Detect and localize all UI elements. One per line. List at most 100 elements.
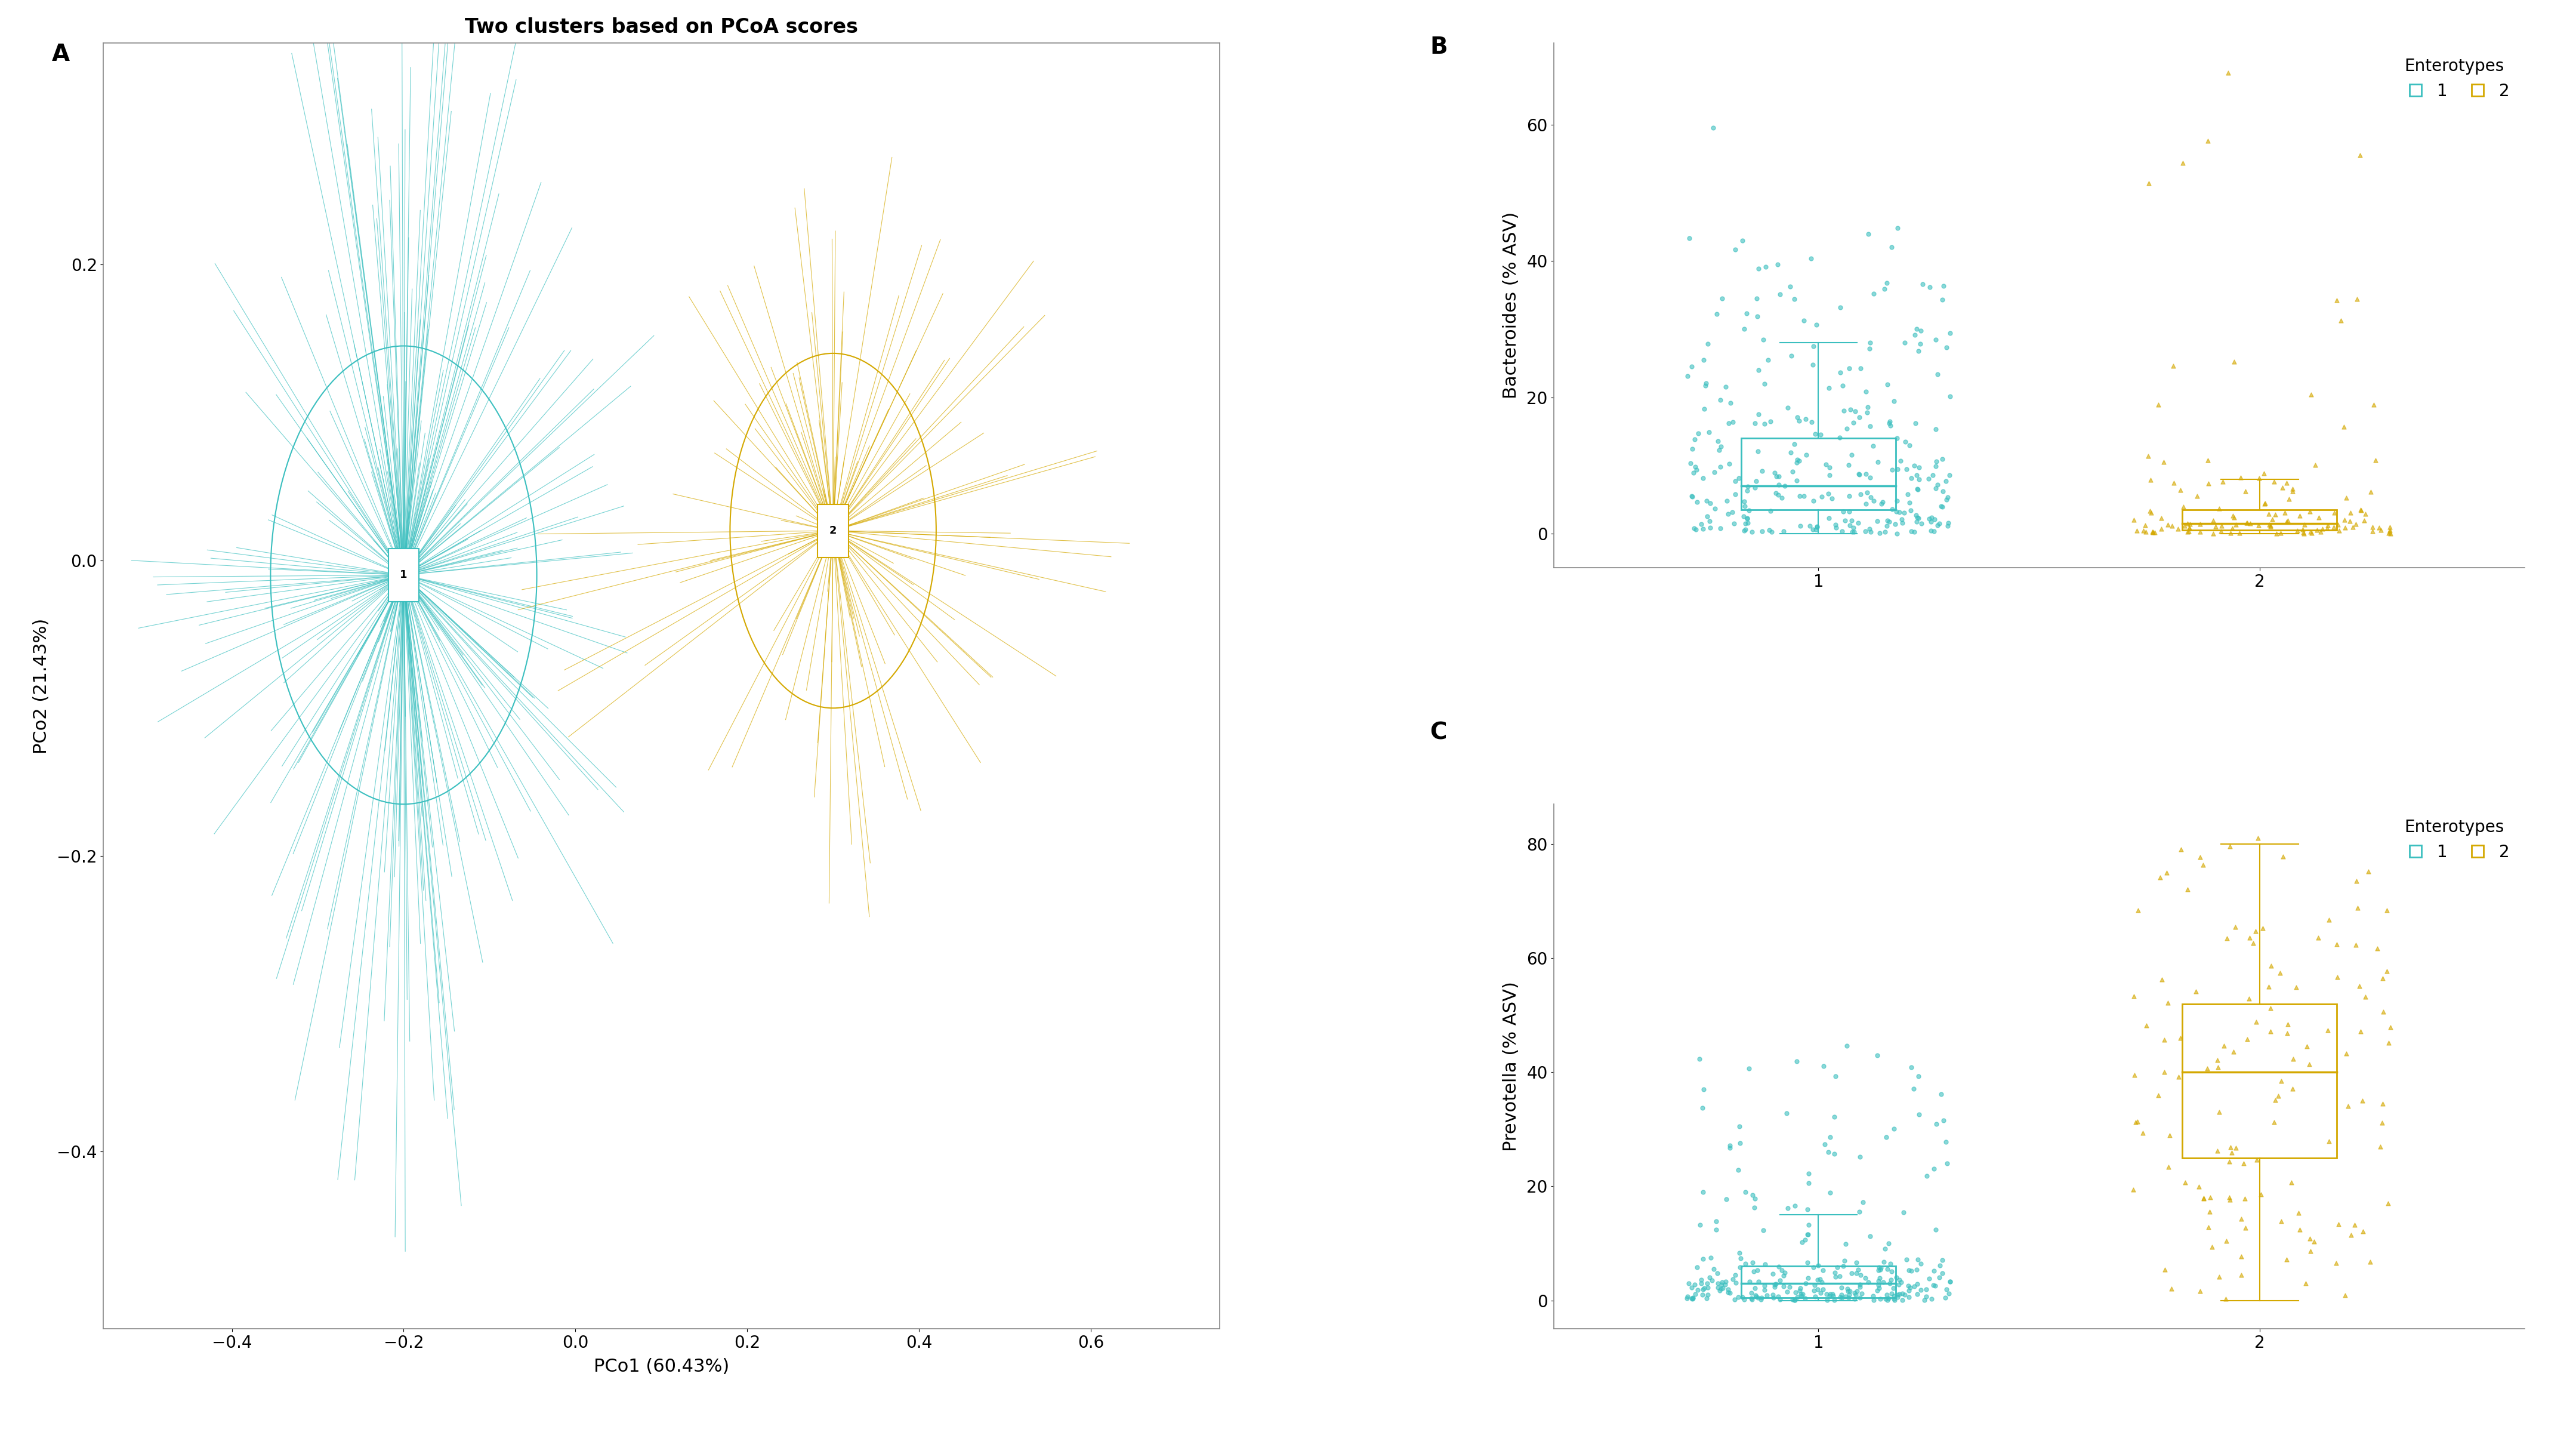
Point <box>1801 423 1842 446</box>
Point <box>1857 1273 1899 1296</box>
Point <box>1677 1279 1718 1302</box>
Point <box>1862 1270 1904 1293</box>
Point <box>1865 1238 1906 1260</box>
Point <box>2290 522 2331 544</box>
Point <box>1682 1248 1723 1270</box>
Point <box>1842 1190 1883 1213</box>
Point <box>2254 503 2295 526</box>
Point <box>1829 500 1870 523</box>
Point <box>2329 510 2370 533</box>
Point <box>2151 514 2192 537</box>
Point <box>1852 434 1893 457</box>
Point <box>1839 1286 1880 1309</box>
Point <box>1777 406 1819 429</box>
Point <box>1899 1065 1940 1087</box>
Point <box>2367 522 2409 544</box>
Point <box>2367 959 2409 982</box>
Point <box>2349 1250 2391 1273</box>
Point <box>1870 414 1911 437</box>
Point <box>1777 1286 1819 1309</box>
Point <box>2166 879 2208 902</box>
Point <box>1896 510 1937 533</box>
Point <box>2130 502 2172 524</box>
Point <box>2213 1040 2254 1063</box>
Point <box>1795 423 1837 446</box>
Point <box>2179 520 2221 543</box>
Point <box>2200 1100 2241 1123</box>
Point <box>1891 1056 1932 1079</box>
Point <box>1857 1276 1899 1299</box>
Point <box>1922 480 1963 503</box>
Point <box>1857 1256 1899 1279</box>
Point <box>1731 1183 1772 1206</box>
Point <box>2169 520 2210 543</box>
Point <box>1814 1260 1855 1283</box>
Point <box>2223 1187 2264 1210</box>
Point <box>1834 516 1875 539</box>
Point <box>1886 430 1927 453</box>
Point <box>1899 456 1940 479</box>
Point <box>1726 519 1767 542</box>
Point <box>1837 1250 1878 1273</box>
Point <box>1873 1117 1914 1140</box>
Point <box>1896 504 1937 527</box>
Point <box>2267 472 2308 494</box>
Point <box>1844 520 1886 543</box>
Point <box>1747 1283 1788 1306</box>
Point <box>1682 467 1723 490</box>
Point <box>1901 319 1942 342</box>
Point <box>1816 1065 1857 1087</box>
Bar <box>1741 1266 1896 1298</box>
Point <box>1775 1289 1816 1312</box>
Point <box>1793 490 1834 513</box>
Point <box>1816 516 1857 539</box>
Point <box>1772 460 1814 483</box>
Point <box>2151 1278 2192 1300</box>
Point <box>1674 517 1716 540</box>
Point <box>2236 1010 2277 1033</box>
Point <box>1757 1255 1798 1278</box>
Point <box>2210 1136 2251 1159</box>
Point <box>1721 1132 1762 1155</box>
Point <box>1899 467 1940 490</box>
Point <box>2187 1057 2228 1080</box>
Point <box>1692 1258 1734 1280</box>
Point <box>1873 499 1914 522</box>
Point <box>1752 1286 1793 1309</box>
Point <box>1710 392 1752 414</box>
Point <box>1672 484 1713 507</box>
Point <box>1832 412 1873 434</box>
Point <box>2272 1170 2313 1193</box>
Point <box>1852 283 1893 306</box>
Point <box>1896 477 1937 500</box>
Point <box>1917 450 1958 473</box>
Point <box>1929 384 1971 407</box>
Point <box>2125 1015 2166 1037</box>
Point <box>1772 1288 1814 1310</box>
Point <box>1868 1283 1909 1306</box>
Point <box>1790 410 1832 433</box>
Point <box>2213 506 2254 529</box>
Point <box>1850 486 1891 509</box>
Point <box>1692 460 1734 483</box>
Point <box>2133 520 2174 543</box>
Point <box>2221 1263 2262 1286</box>
Point <box>1832 443 1873 466</box>
Point <box>1744 1219 1785 1242</box>
Point <box>1716 237 1757 260</box>
Point <box>2290 520 2331 543</box>
Point <box>1837 512 1878 534</box>
Point <box>2244 493 2285 516</box>
Point <box>2267 510 2308 533</box>
Point <box>2269 487 2311 510</box>
Point <box>1883 512 1924 534</box>
Point <box>1899 332 1940 354</box>
Point <box>1672 1276 1713 1299</box>
Point <box>1927 336 1968 359</box>
Point <box>2357 937 2398 960</box>
Point <box>2141 967 2182 990</box>
Point <box>1857 510 1899 533</box>
Point <box>1922 1262 1963 1285</box>
Point <box>1826 417 1868 440</box>
Point <box>1826 1233 1868 1256</box>
